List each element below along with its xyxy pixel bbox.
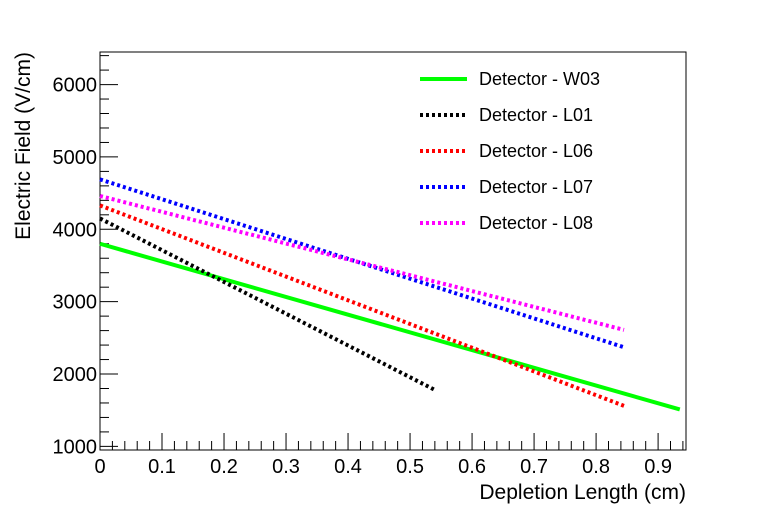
legend-label: Detector - L01 bbox=[479, 105, 593, 125]
plot-frame bbox=[99, 51, 687, 451]
legend-label: Detector - L07 bbox=[479, 177, 593, 197]
x-tick-label: 0.3 bbox=[272, 456, 300, 478]
x-tick-label: 0.9 bbox=[644, 456, 672, 478]
x-tick-label: 0.7 bbox=[520, 456, 548, 478]
y-tick-label: 5000 bbox=[53, 147, 98, 169]
x-tick-label: 0.4 bbox=[334, 456, 362, 478]
legend-label: Detector - L08 bbox=[479, 213, 593, 233]
x-axis-title: Depletion Length (cm) bbox=[479, 481, 686, 504]
legend-label: Detector - W03 bbox=[479, 69, 600, 89]
x-tick-label: 0.2 bbox=[210, 456, 238, 478]
series-line bbox=[99, 216, 436, 392]
series-line bbox=[99, 203, 625, 408]
x-tick-label: 0.1 bbox=[148, 456, 176, 478]
series-line bbox=[99, 194, 625, 332]
y-axis-ticks: 1000 2000 3000 4000 5000 6000 bbox=[53, 55, 118, 458]
x-tick-label: 0 bbox=[94, 456, 105, 478]
y-tick-label: 1000 bbox=[53, 436, 98, 458]
y-tick-label: 2000 bbox=[53, 364, 98, 386]
series-line bbox=[99, 177, 625, 350]
legend-label: Detector - L06 bbox=[479, 141, 593, 161]
series-line bbox=[99, 241, 681, 412]
y-tick-label: 4000 bbox=[53, 219, 98, 241]
y-axis-title: Electric Field (V/cm) bbox=[12, 52, 35, 240]
y-tick-label: 6000 bbox=[53, 75, 98, 97]
y-tick-label: 3000 bbox=[53, 292, 98, 314]
x-tick-label: 0.5 bbox=[396, 456, 424, 478]
series-lines bbox=[99, 177, 681, 412]
x-axis-ticks: 0 0.1 0.2 0.3 0.4 0.5 0.6 0.7 0.8 0.9 bbox=[94, 433, 684, 478]
legend: Detector - W03 Detector - L01 Detector - L… bbox=[420, 69, 600, 233]
x-tick-label: 0.6 bbox=[458, 456, 486, 478]
x-tick-label: 0.8 bbox=[582, 456, 610, 478]
